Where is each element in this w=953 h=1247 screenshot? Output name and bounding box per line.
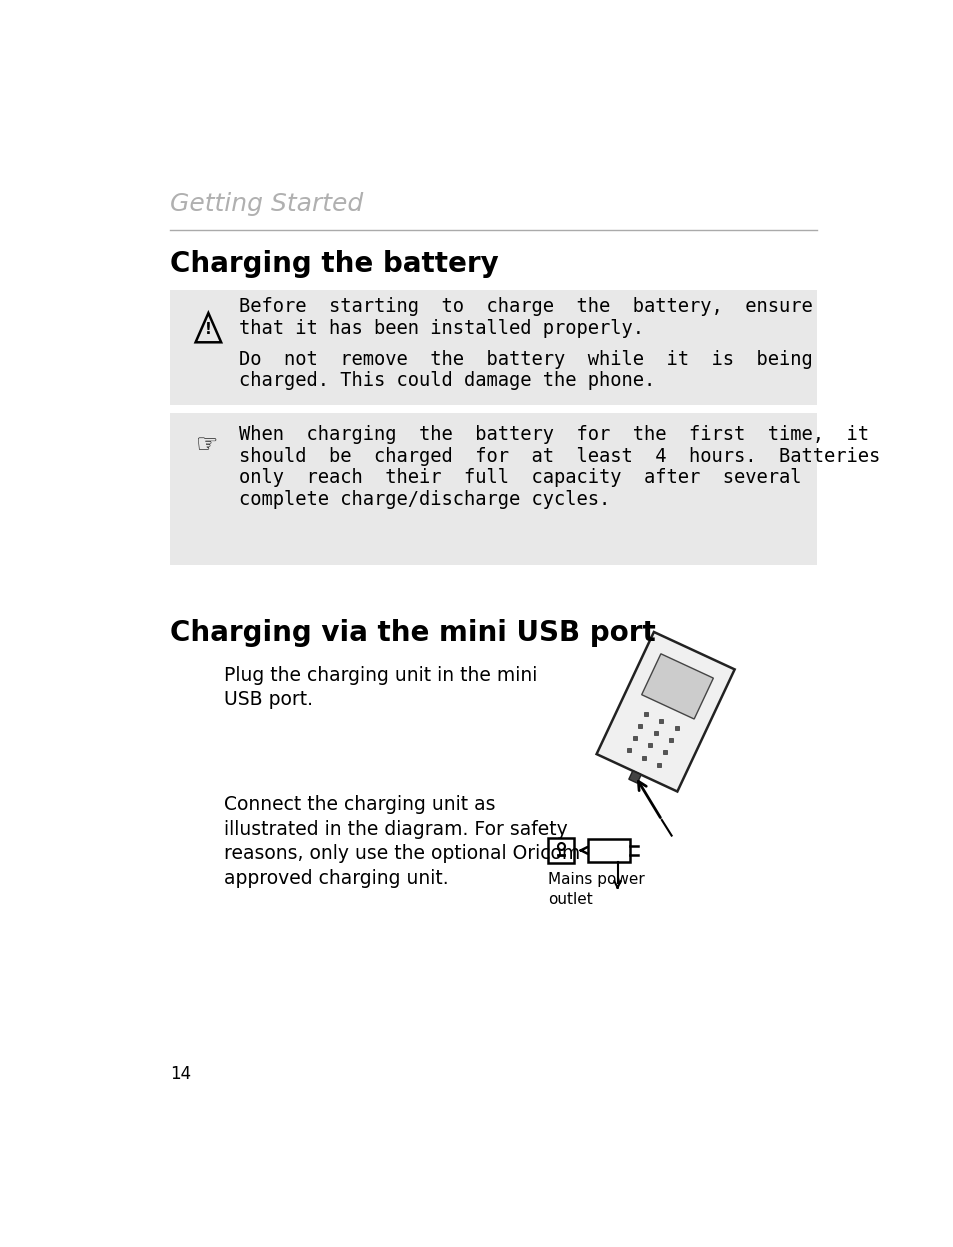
- FancyBboxPatch shape: [548, 838, 573, 863]
- Text: Charging via the mini USB port: Charging via the mini USB port: [170, 620, 655, 647]
- Text: !: !: [205, 322, 212, 338]
- Text: ☞: ☞: [195, 433, 218, 456]
- Text: charged. This could damage the phone.: charged. This could damage the phone.: [239, 372, 655, 390]
- Text: USB port.: USB port.: [224, 690, 313, 710]
- Text: 14: 14: [170, 1065, 191, 1082]
- Polygon shape: [628, 771, 640, 783]
- Text: only  reach  their  full  capacity  after  several: only reach their full capacity after sev…: [239, 469, 801, 488]
- Text: Charging the battery: Charging the battery: [170, 249, 497, 278]
- Text: Connect the charging unit as: Connect the charging unit as: [224, 794, 495, 814]
- Text: Plug the charging unit in the mini: Plug the charging unit in the mini: [224, 666, 537, 685]
- FancyBboxPatch shape: [170, 413, 816, 565]
- Text: Do  not  remove  the  battery  while  it  is  being: Do not remove the battery while it is be…: [239, 350, 812, 369]
- Text: When  charging  the  battery  for  the  first  time,  it: When charging the battery for the first …: [239, 425, 868, 444]
- Text: should  be  charged  for  at  least  4  hours.  Batteries: should be charged for at least 4 hours. …: [239, 446, 880, 466]
- Text: that it has been installed properly.: that it has been installed properly.: [239, 319, 643, 338]
- Text: outlet: outlet: [548, 893, 593, 908]
- Text: Before  starting  to  charge  the  battery,  ensure: Before starting to charge the battery, e…: [239, 298, 812, 317]
- Text: approved charging unit.: approved charging unit.: [224, 869, 448, 888]
- Polygon shape: [596, 632, 734, 792]
- FancyBboxPatch shape: [170, 289, 816, 405]
- Text: Mains power: Mains power: [548, 873, 644, 888]
- Text: complete charge/discharge cycles.: complete charge/discharge cycles.: [239, 490, 610, 509]
- Text: reasons, only use the optional Oricom: reasons, only use the optional Oricom: [224, 844, 579, 863]
- Text: Getting Started: Getting Started: [170, 192, 362, 216]
- FancyBboxPatch shape: [587, 839, 630, 862]
- Polygon shape: [641, 653, 713, 720]
- Text: illustrated in the diagram. For safety: illustrated in the diagram. For safety: [224, 819, 567, 838]
